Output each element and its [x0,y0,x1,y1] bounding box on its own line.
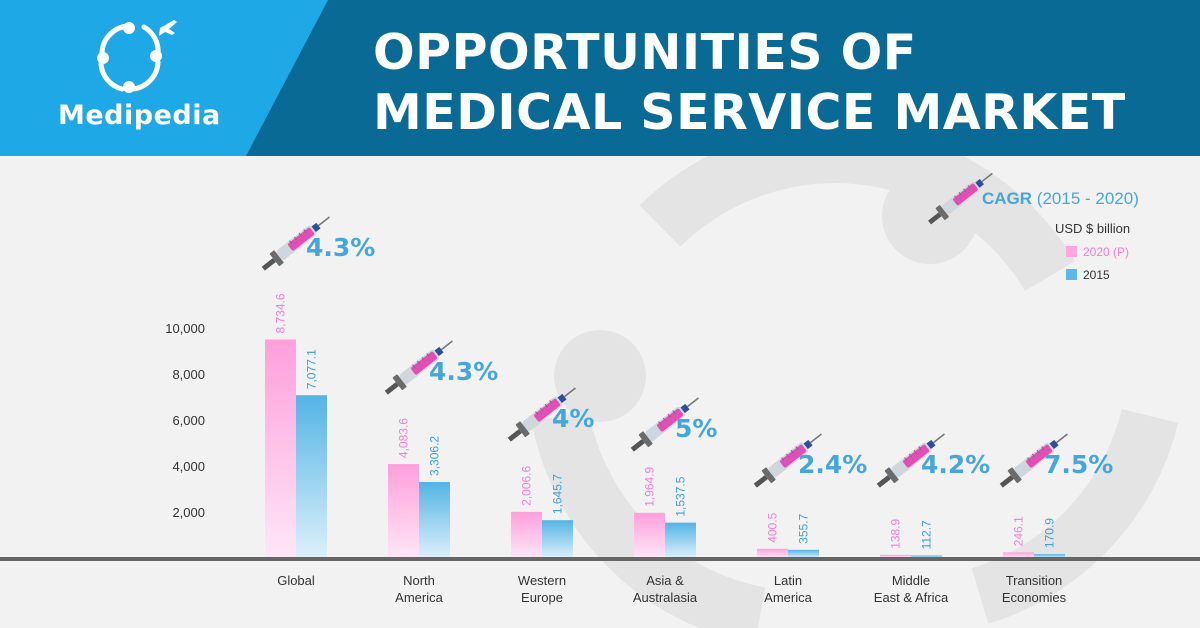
bar-2015 [542,520,573,558]
bar-value-label: 2,006.6 [520,465,534,505]
bar-2020 [388,464,419,558]
bar-value-label: 1,645.7 [551,474,565,514]
category-label: Europe [521,590,563,605]
y-tick-label: 10,000 [165,321,205,336]
legend-swatch-2015 [1066,269,1077,280]
category-label: Middle [892,573,930,588]
cagr-legend-title: CAGR (2015 - 2020) [982,189,1139,209]
bar-2020 [511,511,542,558]
cagr-label: 5% [675,414,717,443]
legend-item-2015: 2015 [1066,268,1110,282]
bar-2015 [296,395,327,558]
category-label: Global [277,573,315,588]
bar-value-label: 112.7 [920,520,934,549]
bar-value-label: 138.9 [889,518,903,548]
cagr-range-label: (2015 - 2020) [1036,189,1139,208]
category-label: Latin [774,573,802,588]
header-banner: Medipedia OPPORTUNITIES OF MEDICAL SERVI… [0,0,1200,156]
page-title-line-1: OPPORTUNITIES OF [373,24,917,81]
bar-2020 [634,512,665,558]
cagr-label: 4% [552,404,594,433]
bar-2020 [757,548,788,558]
bar-value-label: 8,734.6 [274,293,288,333]
cagr-label: 4.3% [429,357,498,386]
y-tick-label: 6,000 [172,413,205,428]
bar-2015 [419,481,450,558]
cagr-label: 2.4% [798,450,867,479]
x-axis-baseline [0,557,1200,561]
category-label: Asia & [646,573,684,588]
y-tick-label: 2,000 [172,505,205,520]
category-label: North [403,573,435,588]
category-label: East & Africa [874,590,949,605]
legend-label-2015: 2015 [1083,268,1110,282]
bar-2015 [665,522,696,558]
cagr-label: 4.2% [921,450,990,479]
brand-panel [0,0,328,156]
bar-value-label: 3,306.2 [428,436,442,476]
category-label: Transition [1006,573,1063,588]
bar-value-label: 400.5 [766,512,780,542]
bar-value-label: 1,964.9 [643,466,657,506]
bar-2020 [265,339,296,558]
bar-value-label: 7,077.1 [305,349,319,389]
legend-swatch-2020 [1066,246,1077,257]
bar-2015 [788,549,819,558]
legend-item-2020: 2020 (P) [1066,245,1129,259]
bar-value-label: 170.9 [1043,518,1057,548]
background-watermark-icon [531,156,1179,628]
y-tick-label: 8,000 [172,367,205,382]
bar-value-label: 1,537.5 [674,476,688,516]
page-title-line-2: MEDICAL SERVICE MARKET [373,84,1126,141]
y-tick-label: 4,000 [172,459,205,474]
bar-2015 [911,555,942,558]
legend-label-2020: 2020 (P) [1083,245,1130,259]
bar-2020 [1003,552,1034,558]
bar-value-label: 355.7 [797,513,811,543]
bar-2015 [1034,554,1065,558]
cagr-label: CAGR [982,189,1033,208]
unit-label: USD $ billion [1055,221,1131,236]
brand-name: Medipedia [58,100,221,131]
cagr-label: 7.5% [1044,450,1113,479]
bar-2020 [880,554,911,558]
cagr-label: 4.3% [306,233,375,262]
bar-value-label: 246.1 [1012,516,1026,546]
bar-value-label: 4,083.6 [397,418,411,458]
category-label: Western [518,573,566,588]
category-label: America [395,590,443,605]
category-label: America [764,590,812,605]
category-label: Economies [1002,590,1067,605]
medipedia-logo-icon [97,20,177,93]
category-label: Australasia [633,590,698,605]
